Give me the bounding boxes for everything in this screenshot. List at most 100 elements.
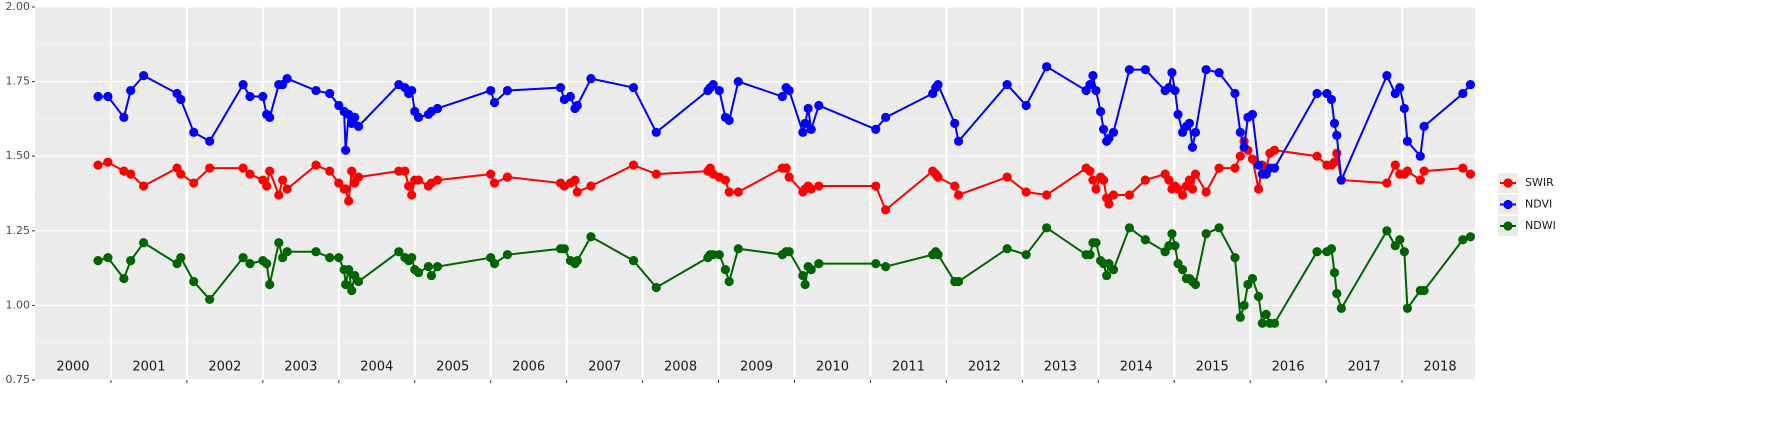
point — [733, 187, 743, 197]
point — [953, 136, 964, 146]
point — [1239, 300, 1249, 310]
point — [1177, 264, 1188, 275]
point — [781, 163, 791, 173]
year-label: 2018 — [1424, 360, 1457, 375]
point — [1201, 229, 1211, 239]
point — [245, 91, 255, 102]
point — [1170, 241, 1180, 251]
point — [282, 74, 292, 84]
point — [103, 91, 113, 102]
point — [502, 172, 513, 182]
point — [651, 282, 661, 293]
point — [1173, 109, 1183, 120]
point — [1332, 288, 1342, 299]
point — [1201, 187, 1211, 197]
point — [311, 247, 321, 257]
point — [708, 79, 718, 90]
point — [325, 253, 335, 263]
point — [344, 196, 354, 206]
point — [1247, 154, 1258, 164]
point — [724, 276, 734, 287]
point — [1085, 250, 1095, 260]
point — [1190, 169, 1201, 179]
point — [803, 103, 813, 114]
point — [1091, 238, 1101, 248]
point — [407, 190, 417, 200]
point — [586, 74, 596, 84]
point — [570, 175, 580, 185]
year-label: 2004 — [360, 360, 393, 375]
point — [814, 259, 824, 269]
point — [347, 166, 357, 176]
year-label: 2003 — [284, 360, 317, 375]
year-label: 2008 — [664, 360, 697, 375]
point — [139, 71, 149, 81]
legend-point — [1503, 178, 1513, 188]
point — [1465, 169, 1476, 179]
point — [1167, 68, 1177, 78]
point — [586, 232, 596, 242]
point — [950, 118, 960, 128]
point — [953, 276, 964, 287]
point — [1187, 142, 1198, 152]
point — [1312, 247, 1322, 257]
point — [353, 172, 364, 182]
year-label: 2010 — [816, 360, 849, 375]
point — [798, 270, 808, 281]
point — [572, 187, 582, 197]
point — [189, 178, 199, 188]
point — [93, 160, 103, 170]
point — [502, 85, 513, 96]
point — [344, 264, 354, 275]
point — [189, 127, 199, 137]
point — [881, 205, 891, 215]
y-tick-label: 1.00 — [6, 298, 31, 311]
point — [1042, 62, 1052, 72]
point — [1002, 172, 1012, 182]
point — [407, 253, 417, 263]
point — [714, 250, 724, 260]
point — [1124, 190, 1135, 200]
point — [1395, 235, 1405, 245]
point — [334, 100, 344, 111]
point — [1419, 166, 1429, 176]
point — [238, 163, 248, 173]
point — [628, 256, 639, 266]
point — [489, 97, 500, 108]
point — [806, 184, 816, 194]
point — [1247, 109, 1258, 120]
point — [1214, 223, 1224, 233]
point — [724, 115, 734, 125]
year-label: 2009 — [740, 360, 773, 375]
point — [777, 91, 787, 102]
point — [1336, 303, 1346, 313]
point — [800, 118, 810, 128]
year-label: 2011 — [892, 360, 925, 375]
point — [262, 181, 272, 191]
year-label: 2015 — [1196, 360, 1229, 375]
point — [350, 112, 360, 123]
point — [139, 181, 149, 191]
point — [814, 100, 824, 111]
point — [1187, 184, 1198, 194]
point — [139, 238, 149, 248]
point — [1465, 79, 1476, 90]
point — [720, 175, 730, 185]
point — [1312, 88, 1322, 99]
point — [258, 91, 268, 102]
point — [1329, 157, 1340, 167]
point — [1235, 127, 1245, 137]
point — [1104, 199, 1114, 209]
point — [714, 85, 724, 96]
point — [353, 276, 364, 287]
point — [205, 136, 215, 146]
point — [1124, 65, 1135, 75]
y-tick-label: 1.25 — [6, 224, 31, 237]
point — [1395, 82, 1405, 93]
point — [347, 285, 357, 296]
y-tick-label: 0.75 — [6, 373, 31, 386]
point — [1239, 142, 1249, 152]
point — [1415, 151, 1425, 161]
point — [1002, 79, 1012, 90]
point — [1177, 190, 1188, 200]
